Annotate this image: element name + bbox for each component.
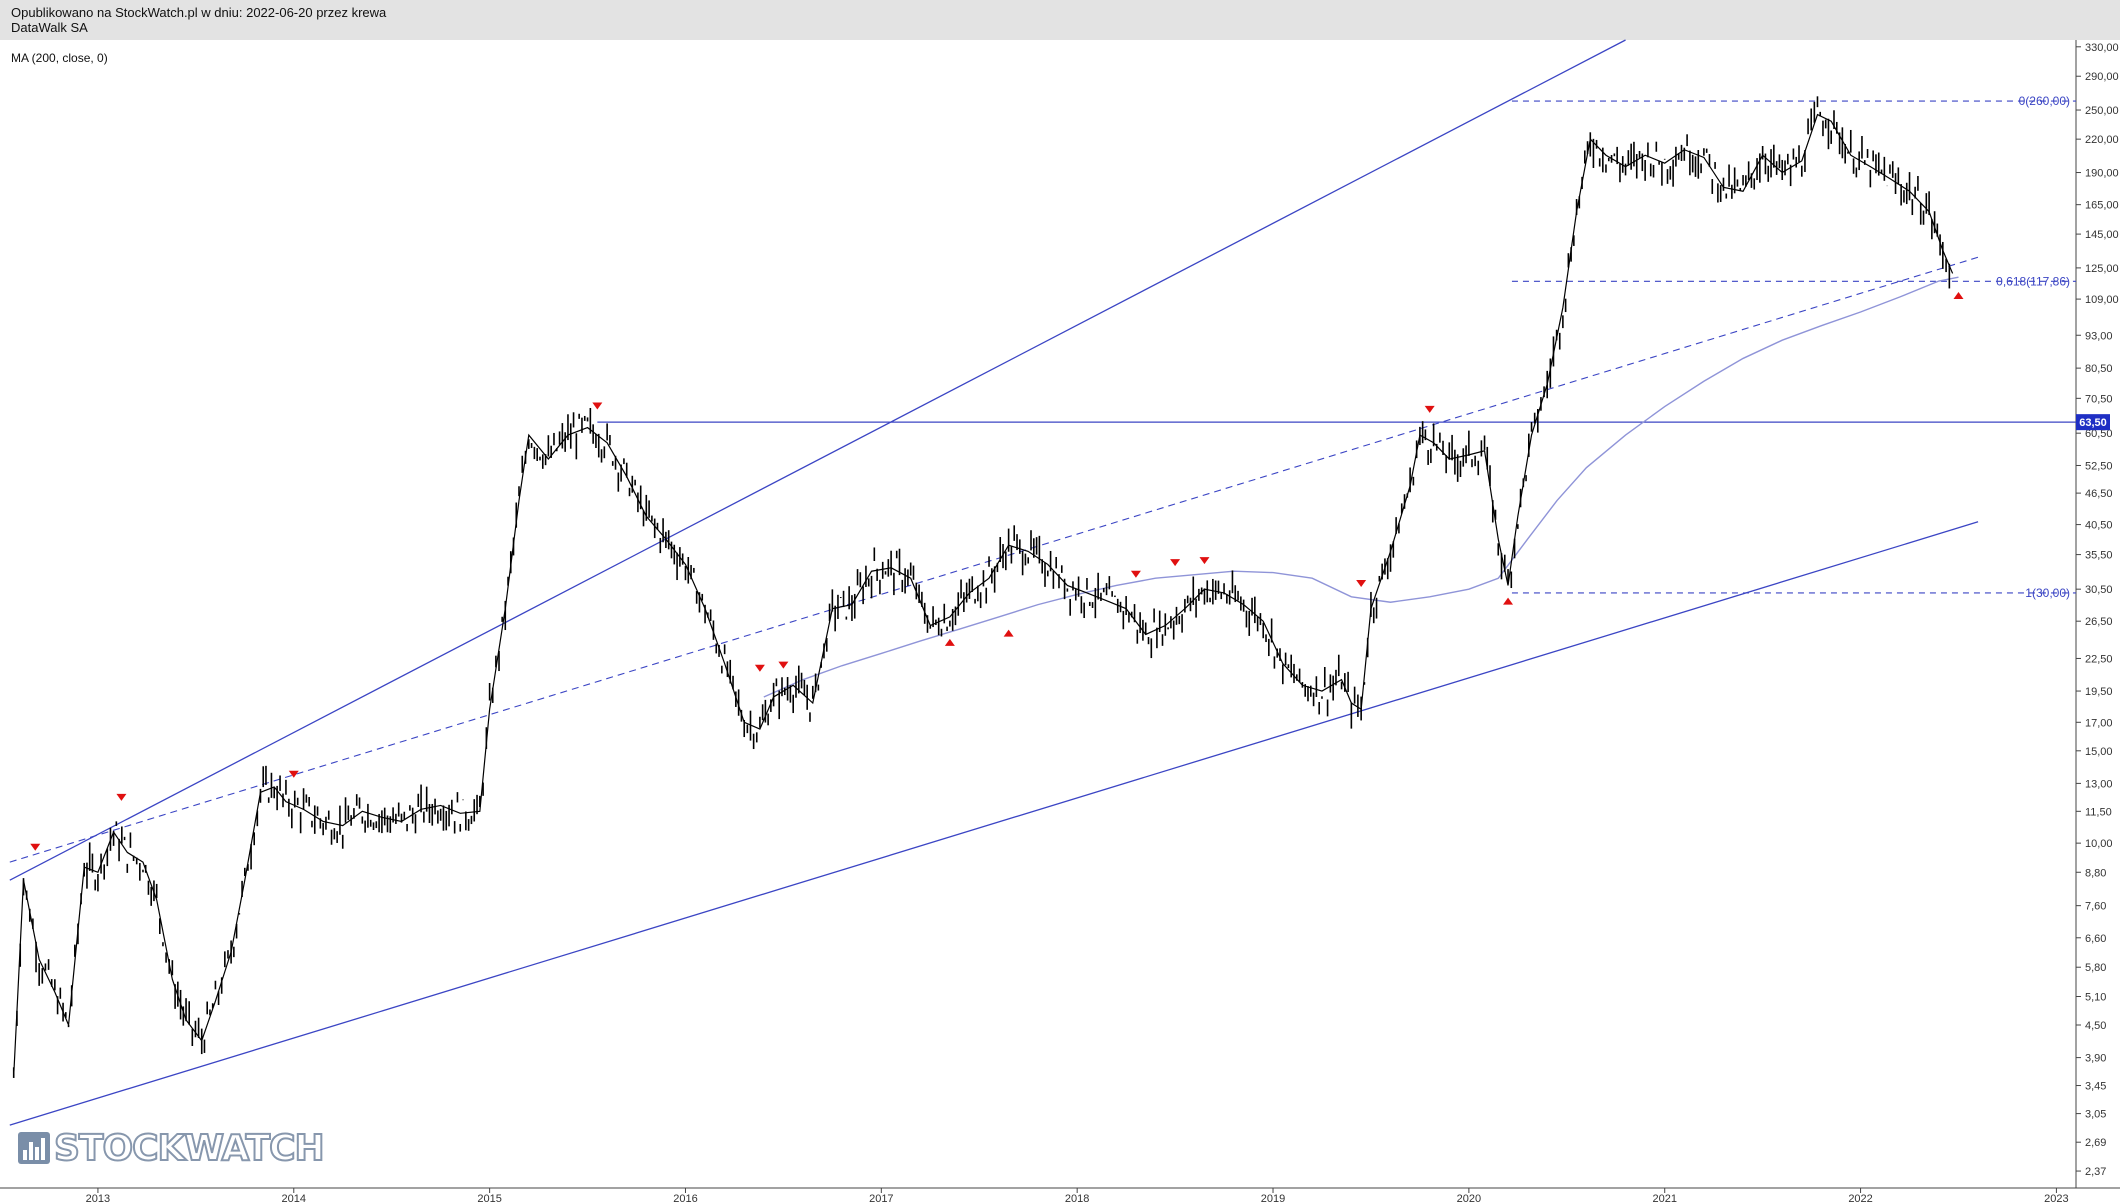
y-tick-label: 19,50 xyxy=(2085,686,2113,698)
y-tick-label: 8,80 xyxy=(2085,867,2106,879)
sell-signal-marker xyxy=(1199,557,1210,565)
y-tick-label: 60,50 xyxy=(2085,428,2113,440)
x-tick-label: 2015 xyxy=(477,1193,501,1203)
sell-signal-marker xyxy=(592,402,603,410)
buy-signal-marker xyxy=(1003,629,1014,637)
trend-lines xyxy=(9,39,2076,1126)
price-tag-label: 63,50 xyxy=(2079,417,2107,429)
x-tick-label: 2013 xyxy=(86,1193,110,1203)
moving-average-line xyxy=(763,276,1959,698)
indicator-label: MA (200, close, 0) xyxy=(11,51,108,65)
logo-text: STOCKWATCH xyxy=(53,1127,326,1170)
y-tick-label: 125,00 xyxy=(2085,263,2119,275)
price-tag-box xyxy=(2076,414,2110,431)
sell-signal-marker xyxy=(1424,405,1435,413)
upper-channel-line xyxy=(9,39,1626,881)
x-tick-label: 2023 xyxy=(2044,1193,2068,1203)
current-price-tag: 63,50 xyxy=(2076,414,2110,431)
y-tick-label: 93,00 xyxy=(2085,330,2113,342)
y-tick-label: 52,50 xyxy=(2085,460,2113,472)
fib-level-label: 0,618(117,86) xyxy=(1996,274,2070,288)
y-tick-label: 11,50 xyxy=(2085,806,2112,818)
y-tick-label: 190,00 xyxy=(2085,168,2119,180)
y-tick-label: 46,50 xyxy=(2085,488,2113,500)
y-tick-label: 250,00 xyxy=(2085,105,2119,117)
y-tick-label: 70,50 xyxy=(2085,393,2113,405)
sell-signal-marker xyxy=(1130,570,1141,578)
y-tick-label: 17,00 xyxy=(2085,717,2113,729)
y-tick-label: 5,80 xyxy=(2085,962,2106,974)
buy-signal-marker xyxy=(1503,597,1514,605)
x-tick-label: 2022 xyxy=(1848,1193,1872,1203)
y-tick-label: 7,60 xyxy=(2085,901,2106,913)
company-name: DataWalk SA xyxy=(11,20,88,35)
sell-signal-marker xyxy=(754,664,765,672)
axis-ticks: 330,00 290,00 250,00 220,00 190,00 165,00 145,… xyxy=(86,42,2119,1203)
y-tick-label: 290,00 xyxy=(2085,71,2119,83)
y-tick-label: 145,00 xyxy=(2085,229,2119,241)
y-tick-label: 13,00 xyxy=(2085,778,2113,790)
y-tick-label: 165,00 xyxy=(2085,200,2119,212)
y-tick-label: 2,69 xyxy=(2085,1137,2106,1149)
y-tick-label: 330,00 xyxy=(2085,42,2119,54)
x-tick-label: 2020 xyxy=(1457,1193,1481,1203)
y-tick-label: 40,50 xyxy=(2085,520,2113,532)
fib-level-label: 1(30,00) xyxy=(2025,586,2070,600)
x-tick-label: 2018 xyxy=(1065,1193,1089,1203)
x-tick-label: 2017 xyxy=(869,1193,893,1203)
fibonacci-levels: 0(260,00) 0,618(117,86) 1(30,00) xyxy=(1511,94,2076,600)
middle-channel-line xyxy=(9,256,1979,863)
sell-signal-marker xyxy=(288,770,299,778)
y-tick-label: 109,00 xyxy=(2085,294,2119,306)
y-tick-label: 6,60 xyxy=(2085,933,2106,945)
x-tick-label: 2014 xyxy=(282,1193,306,1203)
y-tick-label: 3,45 xyxy=(2085,1081,2106,1093)
sell-signal-marker xyxy=(778,661,789,669)
y-tick-label: 2,37 xyxy=(2085,1166,2106,1178)
x-tick-label: 2021 xyxy=(1652,1193,1676,1203)
stockwatch-logo: STOCKWATCH xyxy=(18,1126,326,1170)
sell-signal-marker xyxy=(1170,559,1181,567)
y-tick-label: 5,10 xyxy=(2085,992,2106,1004)
y-tick-label: 35,50 xyxy=(2085,550,2113,562)
sell-signal-marker xyxy=(1356,580,1367,588)
y-tick-label: 3,05 xyxy=(2085,1109,2106,1121)
y-tick-label: 26,50 xyxy=(2085,616,2113,628)
y-tick-label: 22,50 xyxy=(2085,653,2113,665)
y-tick-label: 4,50 xyxy=(2085,1020,2106,1032)
x-tick-label: 2016 xyxy=(673,1193,697,1203)
y-tick-label: 15,00 xyxy=(2085,746,2113,758)
y-tick-label: 3,90 xyxy=(2085,1053,2106,1065)
fib-level-label: 0(260,00) xyxy=(2019,94,2070,108)
publication-info: Opublikowano na StockWatch.pl w dniu: 20… xyxy=(11,5,387,20)
price-line xyxy=(13,113,1954,1076)
moving-average xyxy=(763,276,1959,698)
x-tick-label: 2019 xyxy=(1261,1193,1285,1203)
buy-signal-marker xyxy=(1953,291,1964,299)
y-tick-label: 80,50 xyxy=(2085,363,2113,375)
bar-chart-icon xyxy=(18,1132,50,1164)
signal-markers xyxy=(30,291,1964,851)
y-tick-label: 10,00 xyxy=(2085,838,2113,850)
y-tick-label: 220,00 xyxy=(2085,134,2119,146)
lower-channel-line xyxy=(9,521,1979,1126)
buy-signal-marker xyxy=(944,638,955,646)
y-tick-label: 30,50 xyxy=(2085,584,2113,596)
sell-signal-marker xyxy=(116,793,127,801)
chart-header: Opublikowano na StockWatch.pl w dniu: 20… xyxy=(0,0,2120,40)
price-series xyxy=(12,96,1954,1078)
sell-signal-marker xyxy=(30,843,41,851)
